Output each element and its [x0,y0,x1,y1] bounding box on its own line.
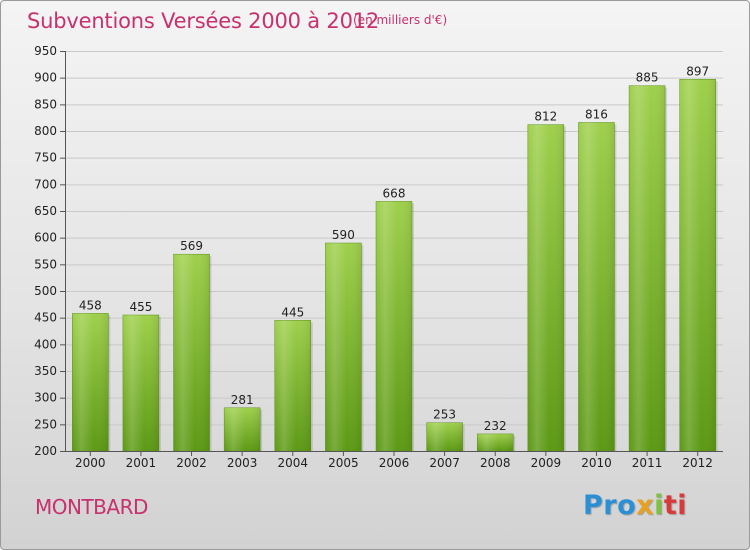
x-tick-label: 2002 [176,456,207,470]
y-tick-label: 900 [34,71,57,85]
bar-highlight [122,315,159,451]
y-tick-label: 600 [34,231,57,245]
data-label: 253 [433,408,456,422]
data-label: 590 [332,228,355,242]
logo-part: i [654,490,664,521]
y-tick-label: 750 [34,151,57,165]
y-tick-label: 650 [34,204,57,218]
data-label: 812 [534,110,557,124]
data-label: 281 [231,393,254,407]
x-tick-label: 2005 [328,456,359,470]
data-label: 455 [129,300,152,314]
y-tick-label: 300 [34,391,57,405]
y-tick-label: 450 [34,311,57,325]
y-tick-label: 200 [34,444,57,458]
chart-title: Subventions Versées 2000 à 2012 [27,9,380,33]
x-tick-label: 2010 [581,456,612,470]
data-label: 885 [636,71,659,85]
logo-part: Pro [583,490,637,521]
data-label: 232 [484,419,507,433]
x-tick-label: 2012 [682,456,713,470]
x-tick-label: 2004 [277,456,308,470]
y-tick-label: 950 [34,44,57,58]
y-tick-label: 550 [34,257,57,271]
data-label: 445 [281,305,304,319]
x-tick-label: 2000 [75,456,106,470]
x-tick-label: 2006 [379,456,410,470]
x-tick-label: 2011 [632,456,663,470]
x-tick-label: 2009 [531,456,562,470]
proxiti-logo: Proxiti [583,490,687,521]
bar-highlight [426,422,463,451]
chart-subtitle: (en milliers d'€) [353,13,448,27]
y-tick-label: 700 [34,177,57,191]
labels: 200 250 300 350 400 450 500 550 600 650 700 750 800 8… [34,44,713,470]
y-tick-label: 800 [34,124,57,138]
axes [60,51,723,456]
bar-highlight [72,313,109,451]
commune-name: MONTBARD [35,495,148,519]
y-tick-label: 500 [34,284,57,298]
y-tick-label: 400 [34,337,57,351]
x-tick-label: 2007 [429,456,460,470]
bar-highlight [629,85,666,452]
bar-highlight [679,79,716,452]
bar-highlight [224,407,261,451]
bar-highlight [274,320,311,451]
y-tick-label: 250 [34,417,57,431]
logo-part: ti [663,490,688,521]
data-label: 897 [686,64,709,78]
logo-part: x [636,490,655,521]
bar-highlight [325,243,362,451]
x-tick-label: 2001 [126,456,157,470]
y-tick-label: 850 [34,97,57,111]
data-label: 816 [585,107,608,121]
bars [72,79,718,452]
y-tick-label: 350 [34,364,57,378]
bar-highlight [477,433,514,451]
x-tick-label: 2008 [480,456,511,470]
x-tick-label: 2003 [227,456,258,470]
bar-highlight [578,122,615,451]
data-label: 668 [383,186,406,200]
data-label: 458 [79,298,102,312]
bar-highlight [527,124,564,451]
bar-highlight [173,254,210,451]
data-label: 569 [180,239,203,253]
bar-highlight [376,201,412,451]
